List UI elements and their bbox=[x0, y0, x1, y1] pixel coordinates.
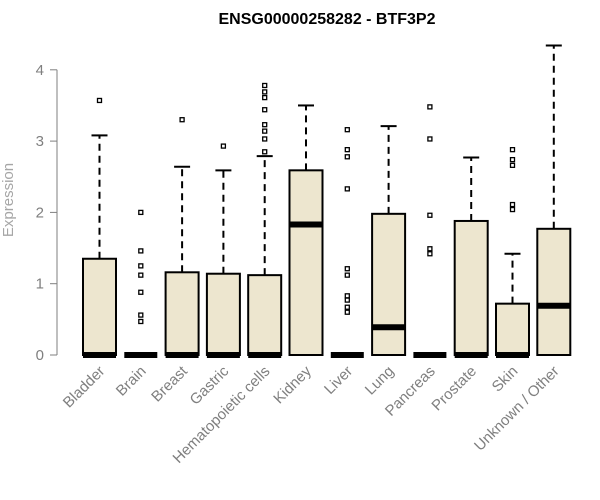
outlier-point bbox=[220, 143, 227, 149]
box-group bbox=[164, 117, 200, 358]
outlier-point bbox=[262, 128, 268, 134]
box-body bbox=[495, 302, 530, 356]
outlier-point bbox=[427, 246, 433, 252]
outlier-point bbox=[138, 318, 144, 325]
outlier-point bbox=[138, 272, 144, 278]
outlier-point bbox=[344, 186, 350, 192]
outlier-point bbox=[344, 304, 350, 310]
y-tick-label: 1 bbox=[36, 276, 44, 293]
outlier-point bbox=[138, 209, 144, 216]
outlier-point bbox=[96, 97, 103, 104]
outlier-point bbox=[138, 289, 144, 295]
outlier-point bbox=[344, 309, 350, 315]
outlier-point bbox=[138, 263, 144, 269]
box-group bbox=[495, 147, 530, 358]
box-group bbox=[453, 156, 489, 358]
box-group bbox=[205, 143, 241, 358]
outlier-point bbox=[179, 117, 185, 123]
outlier-point bbox=[138, 248, 144, 254]
x-category-label: Breast bbox=[148, 362, 191, 405]
x-category-label: Bladder bbox=[60, 363, 109, 412]
outlier-point bbox=[509, 156, 516, 163]
outlier-point bbox=[509, 201, 516, 208]
outlier-point bbox=[262, 82, 268, 89]
outlier-point bbox=[262, 107, 268, 113]
outlier-point bbox=[262, 122, 268, 128]
outlier-point bbox=[344, 266, 350, 272]
outlier-point bbox=[262, 149, 268, 155]
box-group bbox=[413, 104, 447, 358]
box-body bbox=[536, 227, 572, 356]
y-tick-label: 0 bbox=[36, 347, 44, 364]
outlier-point bbox=[344, 127, 350, 133]
box-body bbox=[371, 212, 407, 356]
outlier-point bbox=[262, 136, 268, 142]
box-body bbox=[82, 257, 117, 356]
box-group bbox=[247, 82, 283, 358]
outlier-point bbox=[262, 89, 268, 95]
box-body bbox=[288, 169, 324, 356]
boxes-layer bbox=[82, 44, 572, 358]
outlier-point bbox=[344, 147, 350, 153]
outlier-point bbox=[344, 297, 350, 303]
box-group bbox=[371, 125, 407, 356]
box-group bbox=[124, 209, 158, 358]
x-category-label: Lung bbox=[362, 363, 398, 399]
outlier-point bbox=[262, 94, 268, 101]
x-category-label: Prostate bbox=[428, 363, 480, 415]
box-body bbox=[205, 272, 241, 356]
box-group bbox=[330, 127, 364, 358]
y-tick-label: 4 bbox=[36, 62, 44, 79]
outlier-point bbox=[344, 272, 350, 278]
box-group bbox=[288, 104, 324, 356]
y-tick-label: 3 bbox=[36, 133, 44, 150]
box-body bbox=[164, 271, 200, 356]
x-category-label: Kidney bbox=[270, 362, 315, 407]
outlier-point bbox=[344, 293, 350, 299]
y-axis: 0 1 2 3 4 bbox=[36, 62, 58, 364]
outlier-point bbox=[344, 154, 350, 160]
outlier-point bbox=[509, 206, 516, 213]
x-category-label: Brain bbox=[113, 363, 150, 400]
x-category-label: Skin bbox=[489, 363, 522, 396]
outlier-point bbox=[427, 104, 433, 110]
y-axis-title: Expression bbox=[0, 163, 17, 237]
outlier-point bbox=[427, 251, 433, 257]
box-group bbox=[82, 97, 117, 358]
outlier-point bbox=[138, 312, 144, 318]
box-body bbox=[453, 219, 489, 356]
outlier-point bbox=[509, 147, 516, 153]
outlier-point bbox=[509, 162, 516, 168]
chart-title: ENSG00000258282 - BTF3P2 bbox=[218, 11, 435, 28]
x-category-label: Liver bbox=[321, 363, 356, 398]
box-body bbox=[247, 274, 283, 357]
box-group bbox=[536, 44, 572, 356]
y-tick-label: 2 bbox=[36, 204, 44, 221]
outlier-point bbox=[427, 212, 433, 218]
outlier-point bbox=[427, 136, 433, 142]
